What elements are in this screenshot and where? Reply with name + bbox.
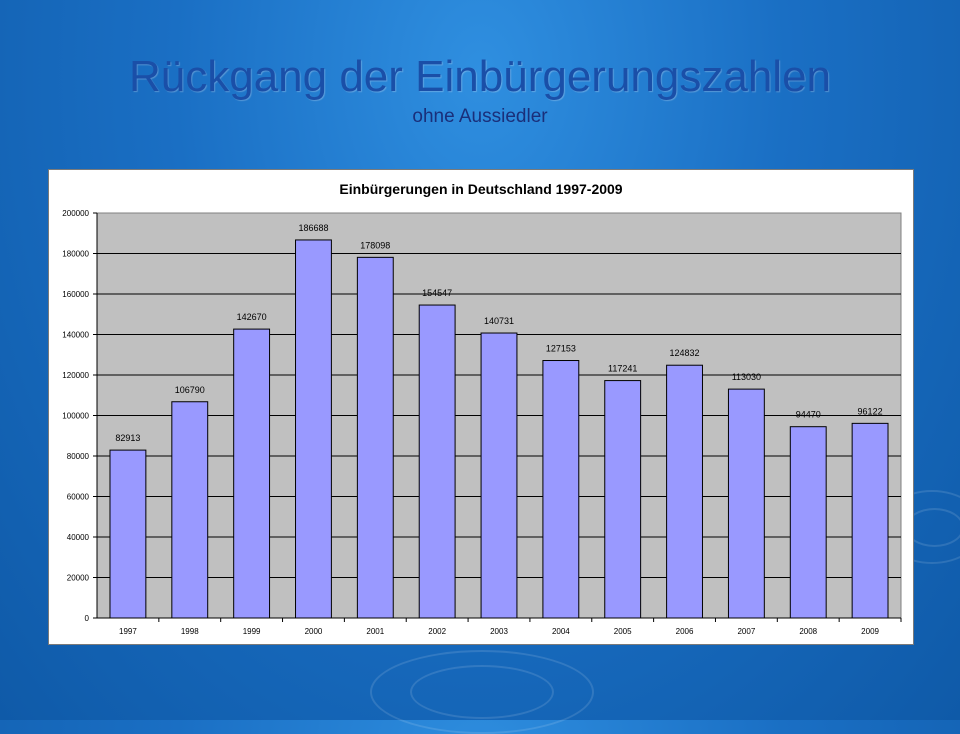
bar <box>604 380 642 619</box>
chart-panel: Einbürgerungen in Deutschland 1997-2009 … <box>48 169 914 645</box>
y-tick-label: 20000 <box>67 574 90 583</box>
y-tick-label: 40000 <box>67 533 90 542</box>
data-label: 94470 <box>796 410 821 420</box>
y-tick-label: 80000 <box>67 452 90 461</box>
x-tick-label: 2001 <box>366 627 384 636</box>
x-tick-label: 1998 <box>181 627 199 636</box>
data-label: 186688 <box>298 223 328 233</box>
bar <box>171 401 209 619</box>
y-tick-label: 120000 <box>62 371 89 380</box>
x-tick-label: 1997 <box>119 627 137 636</box>
data-label: 106790 <box>175 385 205 395</box>
bar <box>727 388 765 619</box>
background-ripple <box>410 665 554 719</box>
bar <box>418 304 456 619</box>
data-label: 113030 <box>732 372 761 382</box>
slide-title: Rückgang der Einbürgerungszahlen <box>128 52 832 101</box>
y-tick-label: 180000 <box>62 250 89 259</box>
x-tick-label: 2009 <box>861 627 879 636</box>
y-tick-label: 200000 <box>62 209 89 218</box>
x-tick-label: 2006 <box>676 627 694 636</box>
slide-subtitle: ohne Aussiedler <box>412 106 548 127</box>
x-tick-label: 2007 <box>737 627 755 636</box>
bar <box>233 328 271 619</box>
bar <box>109 449 147 619</box>
y-tick-label: 140000 <box>62 331 89 340</box>
bar <box>666 364 703 619</box>
bar <box>542 360 580 619</box>
y-tick-label: 160000 <box>62 290 89 299</box>
data-label: 154547 <box>422 288 452 298</box>
data-label: 117241 <box>608 364 637 374</box>
data-label: 82913 <box>115 433 140 443</box>
x-tick-label: 2000 <box>305 627 323 636</box>
data-label: 142670 <box>237 312 267 322</box>
x-tick-label: 1999 <box>243 627 261 636</box>
x-tick-label: 2004 <box>552 627 570 636</box>
data-label: 178098 <box>360 240 390 250</box>
data-label: 96122 <box>858 406 883 416</box>
x-tick-label: 2002 <box>428 627 446 636</box>
y-tick-label: 0 <box>85 614 90 623</box>
x-tick-label: 2003 <box>490 627 508 636</box>
x-tick-label: 2005 <box>614 627 632 636</box>
bar <box>295 239 332 619</box>
bar <box>356 256 394 619</box>
bar-chart: Einbürgerungen in Deutschland 1997-2009 … <box>62 181 902 636</box>
y-tick-label: 100000 <box>62 412 89 421</box>
chart-title: Einbürgerungen in Deutschland 1997-2009 <box>339 181 622 197</box>
data-label: 124832 <box>670 348 700 358</box>
x-tick-label: 2008 <box>799 627 817 636</box>
y-tick-label: 60000 <box>67 493 90 502</box>
bar <box>851 422 889 619</box>
bar <box>789 426 827 619</box>
data-label: 127153 <box>546 344 576 354</box>
data-label: 140731 <box>484 316 514 326</box>
bar <box>480 332 518 619</box>
